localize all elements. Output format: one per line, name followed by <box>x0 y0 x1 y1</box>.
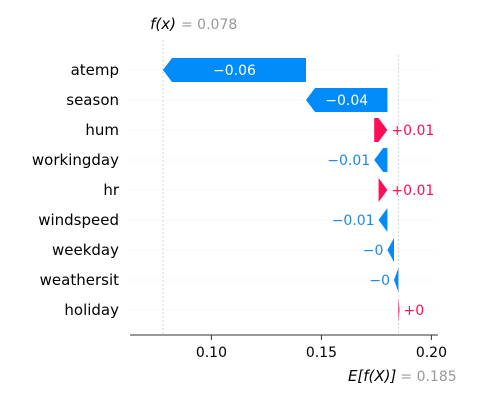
feature-label-windspeed: windspeed <box>38 211 119 229</box>
feature-label-workingday: workingday <box>32 151 119 169</box>
bar-hum <box>374 118 388 142</box>
x-axis: 0.10 0.15 0.20 <box>130 334 447 361</box>
feature-label-weekday: weekday <box>52 241 119 259</box>
feature-label-season: season <box>66 91 119 109</box>
value-label-atemp: −0.06 <box>213 63 256 79</box>
value-label-weathersit: −0 <box>369 273 390 289</box>
feature-labels: atemp season hum workingday hr windspeed weekd… <box>32 61 120 319</box>
expected-value-label: E[f(X)] <box>348 367 397 385</box>
x-tick-label: 0.15 <box>306 345 337 361</box>
bar-weekday <box>387 238 394 262</box>
bar-season <box>306 88 388 112</box>
expected-value-value: = 0.185 <box>400 369 456 385</box>
bar-hr <box>378 178 388 202</box>
value-label-holiday: +0 <box>404 303 425 319</box>
bar-windspeed <box>378 208 388 232</box>
bar-holiday <box>398 298 400 322</box>
bar-weathersit <box>394 268 399 292</box>
reference-lines <box>162 40 399 335</box>
value-label-workingday: −0.01 <box>327 153 370 169</box>
feature-label-hum: hum <box>85 121 119 139</box>
fx-label: f(x) <box>150 15 176 33</box>
value-label-hr: +0.01 <box>391 183 434 199</box>
value-label-weekday: −0 <box>363 243 384 259</box>
bar-atemp <box>163 58 306 82</box>
expected-value-annotation: E[f(X)] = 0.185 <box>348 367 457 385</box>
feature-label-weathersit: weathersit <box>40 271 119 289</box>
bars: −0.06 −0.04 +0.01 −0.01 +0.01 −0.01 −0 −0 +0 <box>163 58 434 322</box>
value-label-windspeed: −0.01 <box>332 213 375 229</box>
value-label-hum: +0.01 <box>391 123 434 139</box>
fx-annotation: f(x) = 0.078 <box>150 15 237 33</box>
fx-value: = 0.078 <box>181 17 237 33</box>
feature-label-hr: hr <box>103 181 120 199</box>
bar-workingday <box>374 148 388 172</box>
feature-label-atemp: atemp <box>71 61 119 79</box>
x-tick-label: 0.20 <box>416 345 447 361</box>
x-tick-label: 0.10 <box>196 345 227 361</box>
value-label-season: −0.04 <box>325 93 368 109</box>
feature-label-holiday: holiday <box>64 301 119 319</box>
